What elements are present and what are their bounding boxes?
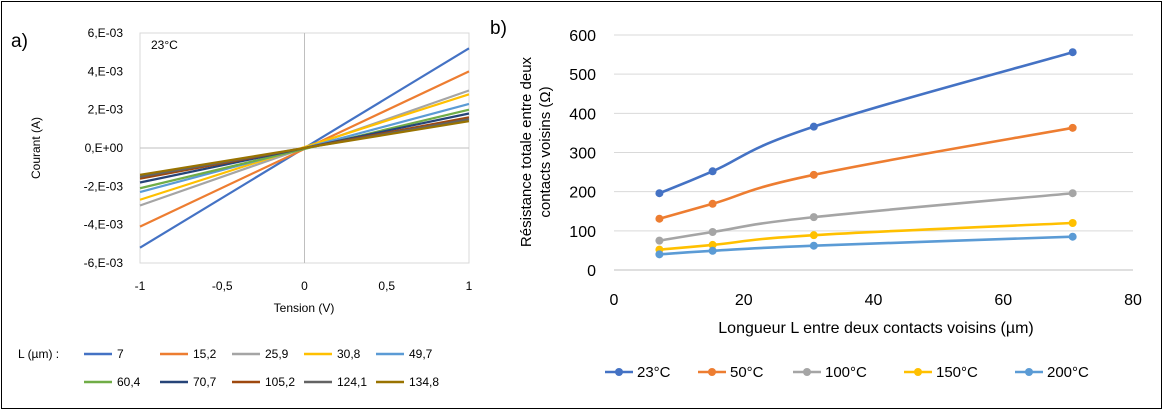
y-axis-label-b-line1: Résistance totale entre deux [518,56,535,247]
series-line-b-1 [658,50,1074,195]
panel-label-a: a) [11,31,28,52]
x-tick-label-b: 0 [610,292,619,309]
series-line-b-2 [659,126,1073,220]
legend-label-a: 15,2 [193,347,217,361]
x-tick-label-a: 1 [466,279,473,293]
data-point-b [809,122,818,131]
y-tick-label-a: -6,E-03 [84,256,124,270]
y-tick-label-b: 300 [569,146,596,163]
data-point-b [1068,232,1077,241]
y-tick-label-b: 100 [569,224,596,241]
data-point-b [655,250,664,259]
x-tick-label-a: -0,5 [212,279,233,293]
x-tick-label-a: 0 [301,279,308,293]
data-point-b [708,246,717,255]
data-point-b [708,228,717,237]
x-tick-label-a: 0,5 [378,279,395,293]
y-tick-label-a: -2,E-03 [84,179,124,193]
series-line-b-3 [659,191,1073,242]
legend-marker-b [914,368,922,376]
panel-label-b: b) [490,18,507,39]
y-tick-label-b: 400 [569,106,596,123]
series-line-b-5 [659,235,1073,256]
legend-label-a: 70,7 [193,375,217,389]
y-tick-label-a: 4,E-03 [88,64,124,78]
y-tick-label-a: -4,E-03 [84,218,124,232]
data-point-b [708,199,717,208]
legend-label-b: 150°C [936,364,978,381]
data-point-b [1068,48,1077,57]
data-point-b [655,236,664,245]
legend-label-a: 49,7 [409,347,433,361]
legend-marker-b [1025,368,1033,376]
legend-label-b: 100°C [825,364,867,381]
x-tick-label-b: 40 [865,292,883,309]
legend-label-a: 30,8 [337,347,361,361]
y-tick-label-b: 200 [569,185,596,202]
y-axis-label-a: Courant (A) [29,117,43,179]
y-tick-label-b: 600 [569,28,596,45]
x-tick-label-b: 60 [994,292,1012,309]
data-point-b [809,170,818,179]
chart-resistance: 0 100 200 300 400 500 600 0 20 40 60 80 Longueur L… [518,28,1142,381]
legend-marker-b [615,368,623,376]
legend-label-b: 50°C [730,364,764,381]
data-point-b [1068,123,1077,132]
chart-iv-curves: -6,E-03 -4,E-03 -2,E-03 0,E+00 2,E-03 4,E-03 6… [18,26,473,389]
legend-label-b: 23°C [637,364,671,381]
y-axis-label-b-line2: contacts voisins (Ω) [537,86,554,217]
x-tick-label-a: -1 [135,279,146,293]
legend-label-a: 124,1 [337,375,367,389]
legend-label-a: 7 [117,347,124,361]
y-tick-label-a: 2,E-03 [88,103,124,117]
data-point-b [708,240,717,249]
legend-label-a: 25,9 [265,347,289,361]
x-tick-label-b: 80 [1124,292,1142,309]
legend-label-b: 200°C [1047,364,1089,381]
data-point-b [809,241,818,250]
series-line-b-4 [659,221,1073,251]
legend-label-a: 60,4 [117,375,141,389]
series-line-a-10 [139,120,470,176]
legend-marker-b [803,368,811,376]
x-axis-label-b: Longueur L entre deux contacts voisins (… [718,320,1033,337]
data-point-b [1068,219,1077,227]
data-point-b [655,214,664,223]
legend-marker-b [708,368,716,376]
legend-title-a: L (µm) : [18,347,59,361]
legend-label-a: 105,2 [265,375,295,389]
y-tick-label-a: 0,E+00 [85,141,124,155]
legend-label-a: 134,8 [409,375,439,389]
data-point-b [655,189,664,198]
y-tick-label-b: 0 [587,263,596,280]
x-axis-label-a: Tension (V) [274,301,335,315]
data-point-b [1068,189,1077,198]
y-tick-label-a: 6,E-03 [88,26,124,40]
annotation-temperature: 23°C [151,38,178,52]
data-point-b [809,213,818,222]
y-tick-label-b: 500 [569,67,596,84]
data-point-b [809,231,818,240]
data-point-b [708,167,717,176]
x-tick-label-b: 20 [735,292,753,309]
